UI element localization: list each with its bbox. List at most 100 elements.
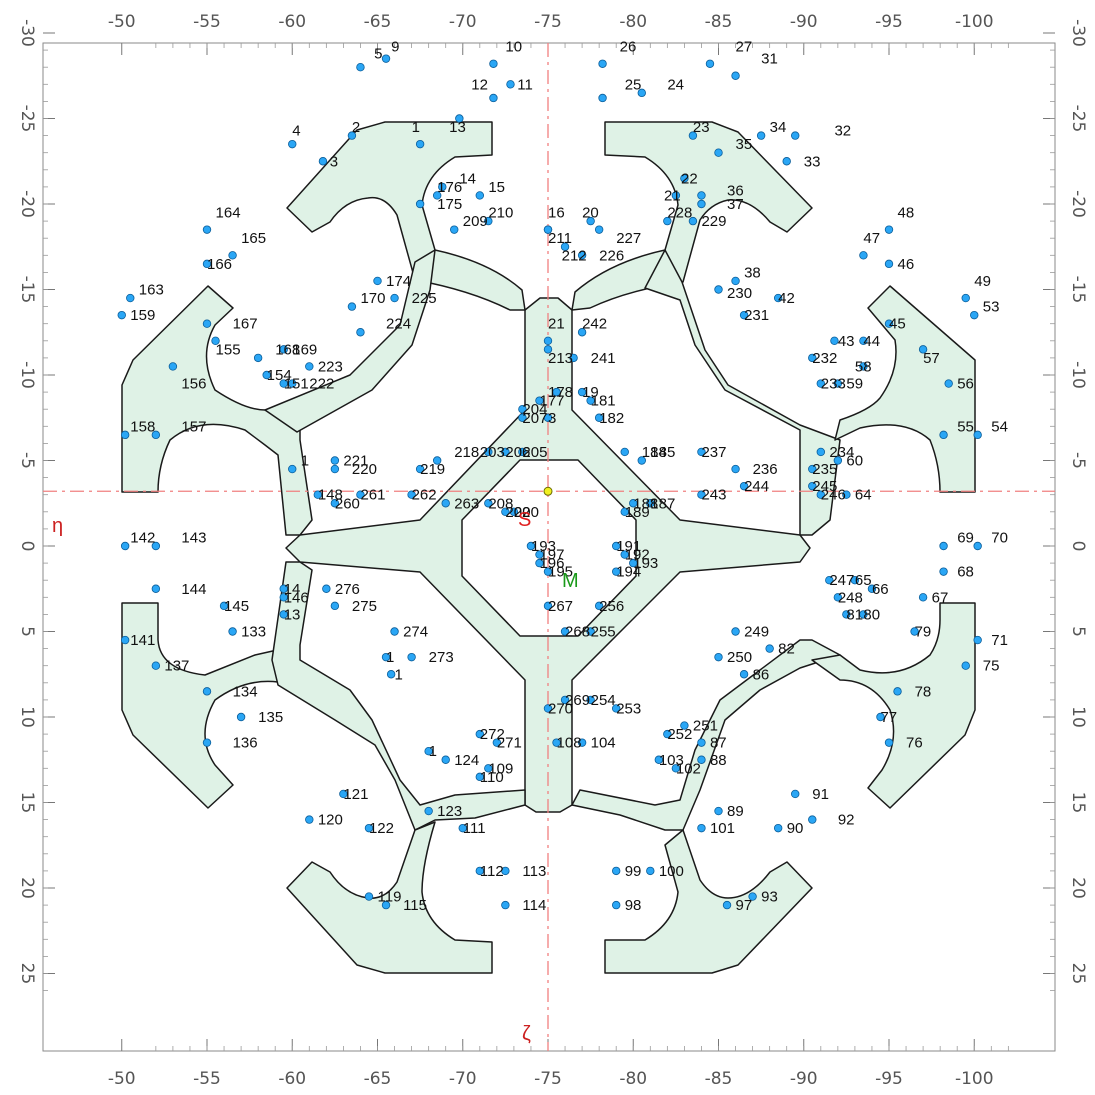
- node-point[interactable]: [612, 567, 621, 576]
- node-point[interactable]: [560, 695, 570, 705]
- node-point[interactable]: [501, 507, 510, 516]
- node-point[interactable]: [859, 251, 868, 260]
- node-point[interactable]: [347, 131, 357, 140]
- node-point[interactable]: [748, 892, 757, 901]
- node-point[interactable]: [594, 413, 604, 422]
- node-point[interactable]: [228, 627, 237, 636]
- node-point[interactable]: [612, 900, 621, 910]
- node-point[interactable]: [202, 738, 212, 747]
- node-point[interactable]: [279, 593, 288, 602]
- node-point[interactable]: [973, 541, 982, 551]
- node-point[interactable]: [543, 567, 553, 576]
- node-point[interactable]: [586, 396, 595, 405]
- node-point[interactable]: [739, 670, 749, 679]
- node-point[interactable]: [484, 764, 493, 773]
- node-point[interactable]: [415, 464, 425, 474]
- node-point[interactable]: [552, 387, 561, 397]
- node-point[interactable]: [455, 114, 464, 123]
- node-point[interactable]: [202, 319, 212, 328]
- node-point[interactable]: [526, 541, 536, 551]
- node-point[interactable]: [543, 336, 553, 345]
- node-point[interactable]: [415, 139, 425, 149]
- node-point[interactable]: [318, 157, 328, 166]
- node-point[interactable]: [773, 823, 783, 833]
- node-point[interactable]: [211, 336, 220, 345]
- node-point[interactable]: [373, 276, 382, 286]
- node-point[interactable]: [825, 576, 834, 585]
- node-point[interactable]: [484, 216, 493, 226]
- node-point[interactable]: [151, 541, 161, 551]
- node-point[interactable]: [594, 225, 604, 234]
- node-point[interactable]: [489, 59, 498, 68]
- node-point[interactable]: [833, 593, 843, 602]
- node-point[interactable]: [543, 413, 553, 422]
- node-point[interactable]: [381, 652, 391, 662]
- node-point[interactable]: [489, 93, 498, 103]
- node-point[interactable]: [279, 584, 288, 593]
- node-point[interactable]: [646, 866, 655, 876]
- node-point[interactable]: [219, 601, 229, 611]
- node-point[interactable]: [151, 584, 161, 593]
- node-point[interactable]: [782, 157, 791, 166]
- node-point[interactable]: [407, 490, 416, 499]
- node-point[interactable]: [612, 866, 621, 876]
- node-point[interactable]: [808, 464, 817, 474]
- node-point[interactable]: [279, 345, 288, 354]
- node-point[interactable]: [518, 413, 527, 422]
- node-point[interactable]: [939, 430, 948, 440]
- node-point[interactable]: [475, 866, 484, 876]
- node-point[interactable]: [347, 302, 357, 311]
- node-point[interactable]: [808, 815, 817, 824]
- node-point[interactable]: [424, 806, 433, 816]
- node-point[interactable]: [288, 464, 297, 474]
- node-point[interactable]: [552, 738, 561, 747]
- node-point[interactable]: [501, 447, 510, 457]
- node-point[interactable]: [842, 610, 851, 619]
- node-point[interactable]: [850, 576, 860, 585]
- node-point[interactable]: [939, 541, 948, 551]
- node-point[interactable]: [543, 601, 553, 611]
- node-point[interactable]: [168, 362, 178, 371]
- node-point[interactable]: [867, 584, 877, 593]
- node-point[interactable]: [671, 764, 681, 773]
- node-point[interactable]: [438, 182, 447, 192]
- node-point[interactable]: [432, 191, 442, 200]
- node-point[interactable]: [450, 225, 459, 234]
- node-point[interactable]: [654, 755, 664, 764]
- node-point[interactable]: [381, 54, 391, 63]
- node-point[interactable]: [671, 191, 681, 200]
- node-point[interactable]: [816, 379, 825, 388]
- node-point[interactable]: [705, 59, 715, 68]
- node-point[interactable]: [126, 293, 135, 303]
- node-point[interactable]: [117, 310, 126, 320]
- node-point[interactable]: [714, 652, 723, 662]
- node-point[interactable]: [288, 379, 297, 388]
- node-point[interactable]: [407, 652, 416, 662]
- node-point[interactable]: [620, 550, 629, 559]
- node-point[interactable]: [918, 345, 928, 354]
- node-point[interactable]: [663, 216, 672, 226]
- node-point[interactable]: [262, 370, 271, 380]
- node-point[interactable]: [731, 627, 740, 636]
- node-point[interactable]: [577, 251, 587, 260]
- node-point[interactable]: [569, 353, 578, 363]
- node-point[interactable]: [475, 191, 484, 200]
- node-point[interactable]: [509, 507, 519, 516]
- node-point[interactable]: [560, 627, 570, 636]
- node-point[interactable]: [322, 584, 331, 593]
- node-point[interactable]: [492, 738, 502, 747]
- node-point[interactable]: [697, 755, 706, 764]
- node-point[interactable]: [714, 806, 723, 816]
- node-point[interactable]: [501, 900, 510, 910]
- node-point[interactable]: [884, 319, 894, 328]
- node-point[interactable]: [475, 729, 484, 739]
- node-point[interactable]: [910, 627, 919, 636]
- node-point[interactable]: [833, 379, 843, 388]
- node-point[interactable]: [884, 259, 894, 269]
- node-point[interactable]: [739, 481, 749, 491]
- node-point[interactable]: [637, 456, 646, 465]
- node-point[interactable]: [973, 635, 982, 645]
- node-point[interactable]: [791, 789, 800, 799]
- node-point[interactable]: [441, 499, 450, 508]
- node-point[interactable]: [773, 293, 783, 303]
